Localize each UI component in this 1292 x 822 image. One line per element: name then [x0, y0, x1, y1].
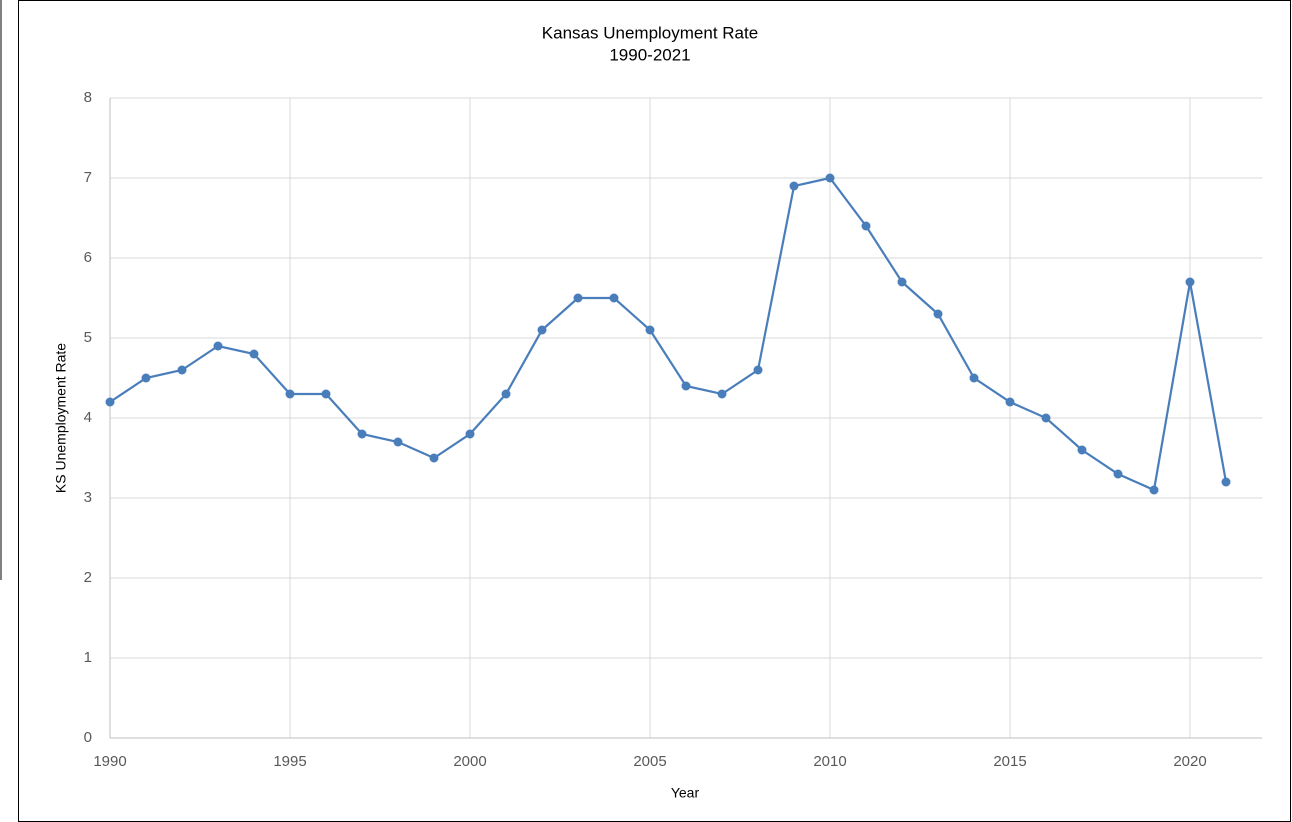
- data-point: [105, 397, 115, 407]
- data-point: [249, 349, 259, 359]
- data-point: [321, 389, 331, 399]
- x-tick-label: 2010: [813, 753, 846, 770]
- data-point: [213, 341, 223, 351]
- data-point: [141, 373, 151, 383]
- y-tick-label: 3: [84, 489, 92, 506]
- data-point: [933, 309, 943, 319]
- y-tick-label: 8: [84, 89, 92, 106]
- x-axis-title: Year: [671, 785, 700, 801]
- data-point: [357, 429, 367, 439]
- data-point: [789, 181, 799, 191]
- data-point: [1185, 277, 1195, 287]
- y-tick-label: 5: [84, 329, 92, 346]
- y-tick-label: 6: [84, 249, 92, 266]
- x-tick-label: 2015: [993, 753, 1026, 770]
- chart-subtitle: 1990-2021: [609, 45, 690, 64]
- data-point: [465, 429, 475, 439]
- y-tick-label: 1: [84, 649, 92, 666]
- data-point: [285, 389, 295, 399]
- x-tick-label: 2000: [453, 753, 486, 770]
- chart-title: Kansas Unemployment Rate: [542, 23, 758, 42]
- data-point: [681, 381, 691, 391]
- data-point: [429, 453, 439, 463]
- data-point: [969, 373, 979, 383]
- y-tick-label: 7: [84, 169, 92, 186]
- data-point: [609, 293, 619, 303]
- data-point: [537, 325, 547, 335]
- data-point: [1221, 477, 1231, 487]
- y-tick-label: 0: [84, 729, 92, 746]
- data-point: [573, 293, 583, 303]
- data-point: [177, 365, 187, 375]
- data-point: [825, 173, 835, 183]
- data-point: [1149, 485, 1159, 495]
- series-line: [109, 176, 1228, 492]
- x-tick-label: 2020: [1173, 753, 1206, 770]
- y-tick-label: 4: [84, 409, 92, 426]
- data-point: [1041, 413, 1051, 423]
- chart-border: [18, 0, 1291, 822]
- data-point: [861, 221, 871, 231]
- y-axis-title: KS Unemployment Rate: [53, 343, 69, 493]
- data-point: [717, 389, 727, 399]
- data-point: [1113, 469, 1123, 479]
- data-point: [1077, 445, 1087, 455]
- x-tick-label: 1995: [273, 753, 306, 770]
- data-point: [393, 437, 403, 447]
- x-tick-label: 1990: [93, 753, 126, 770]
- data-point: [501, 389, 511, 399]
- data-point: [897, 277, 907, 287]
- data-point: [753, 365, 763, 375]
- y-tick-label: 2: [84, 569, 92, 586]
- data-point: [1005, 397, 1015, 407]
- data-point: [645, 325, 655, 335]
- x-tick-label: 2005: [633, 753, 666, 770]
